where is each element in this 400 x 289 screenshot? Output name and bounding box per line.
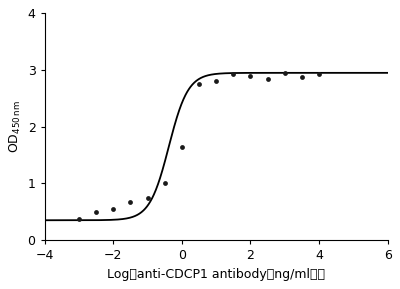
Y-axis label: OD$_{\rm 450\,nm}$: OD$_{\rm 450\,nm}$ — [8, 100, 24, 153]
Point — [247, 73, 254, 78]
Point — [93, 210, 99, 214]
Point — [316, 72, 322, 76]
Point — [110, 207, 116, 211]
Point — [299, 75, 305, 79]
Point — [282, 71, 288, 75]
Point — [162, 181, 168, 186]
Point — [179, 144, 185, 149]
Point — [127, 199, 134, 204]
Point — [213, 79, 219, 84]
Point — [264, 76, 271, 81]
Point — [230, 72, 236, 76]
Point — [196, 82, 202, 86]
X-axis label: Log（anti-CDCP1 antibody（ng/ml））: Log（anti-CDCP1 antibody（ng/ml）） — [107, 268, 325, 281]
Point — [144, 195, 151, 200]
Point — [76, 216, 82, 221]
